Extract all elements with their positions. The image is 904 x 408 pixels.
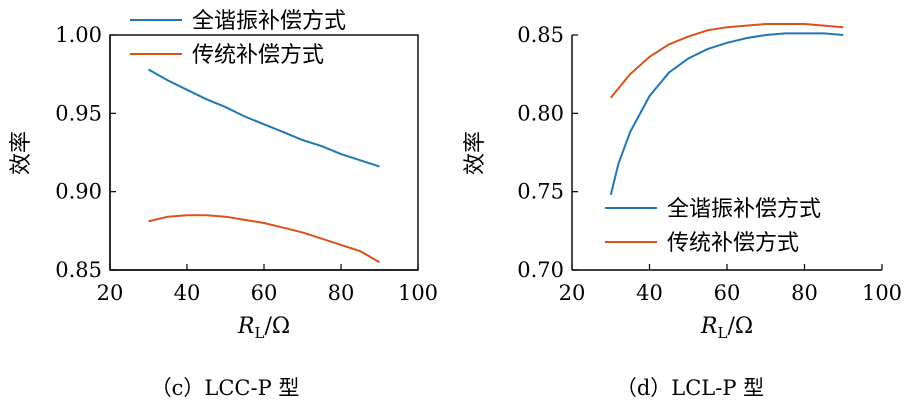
- chart-lcc-p: 20 40 60 80 100 0.85 0.90 0.95 1.00 全谐振补偿方式传统补偿方…: [9, 9, 438, 400]
- y-tick-label-c: 0.90: [55, 180, 102, 204]
- x-tick-label-d: 20: [559, 281, 586, 305]
- series-group-d: [609, 23, 844, 196]
- y-tick-label-d: 0.70: [517, 258, 564, 282]
- x-axis-label-unit-c: /Ω: [264, 314, 290, 339]
- y-tick-label-c: 1.00: [55, 23, 102, 47]
- y-tick-label-d: 0.85: [517, 23, 564, 47]
- x-tick-label-d: 100: [862, 281, 902, 305]
- series-line-c-1: [148, 214, 380, 264]
- y-axis-label-d: 效率: [463, 131, 488, 175]
- x-axis-label-c: RL/Ω: [237, 314, 290, 342]
- x-tick-label-c: 100: [398, 281, 438, 305]
- axes-c: 20 40 60 80 100 0.85 0.90 0.95 1.00: [55, 23, 438, 305]
- y-tick-label-c: 0.95: [55, 101, 102, 125]
- y-axis-label-c: 效率: [9, 131, 34, 175]
- x-axis-label-sub-d: L: [717, 324, 727, 342]
- x-tick-label-d: 80: [791, 281, 818, 305]
- caption-d: （d）LCL-P 型: [616, 376, 764, 400]
- legend-label-d-0: 全谐振补偿方式: [667, 197, 821, 222]
- x-axis-label-unit-d: /Ω: [727, 314, 753, 339]
- plot-frame-c: [109, 34, 419, 271]
- y-tick-label-c: 0.85: [55, 258, 102, 282]
- legend-label-c-1: 传统补偿方式: [192, 43, 324, 68]
- legend-label-c-0: 全谐振补偿方式: [192, 9, 346, 34]
- x-axis-label-main-c: R: [237, 314, 255, 339]
- x-tick-label-c: 80: [328, 281, 355, 305]
- chart-lcl-p: 20 40 60 80 100 0.70 0.75 0.80 0.85 全谐振补偿方式传统补偿方…: [463, 23, 902, 400]
- series-line-d-0: [609, 32, 844, 196]
- x-axis-label-main-d: R: [700, 314, 718, 339]
- y-tick-label-d: 0.80: [517, 101, 564, 125]
- legend-label-d-1: 传统补偿方式: [667, 231, 799, 256]
- x-axis-label-d: RL/Ω: [700, 314, 753, 342]
- caption-c: （c）LCC-P 型: [151, 376, 300, 400]
- x-tick-label-d: 60: [714, 281, 741, 305]
- x-axis-label-sub-c: L: [254, 324, 264, 342]
- series-group-c: [148, 68, 380, 264]
- axes-d: 20 40 60 80 100 0.70 0.75 0.80 0.85: [517, 23, 902, 305]
- x-tick-label-c: 60: [251, 281, 278, 305]
- x-tick-label-d: 40: [636, 281, 663, 305]
- x-tick-label-c: 20: [97, 281, 124, 305]
- y-tick-label-d: 0.75: [517, 180, 564, 204]
- series-line-c-0: [148, 68, 380, 168]
- x-tick-label-c: 40: [174, 281, 201, 305]
- series-line-d-1: [610, 23, 844, 99]
